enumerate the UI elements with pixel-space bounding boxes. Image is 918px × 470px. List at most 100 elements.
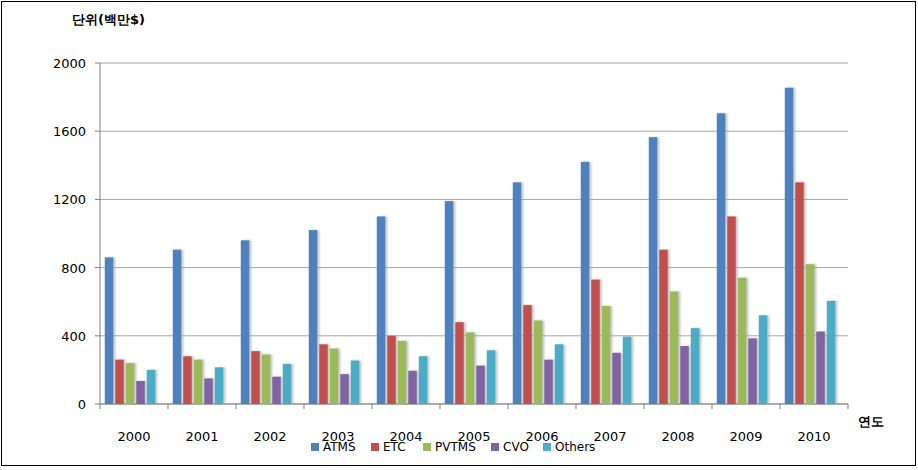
bar [602,306,611,404]
bar [544,360,553,404]
outer-frame [2,2,916,466]
y-tick-label: 400 [61,329,86,344]
legend-swatch [371,443,379,451]
bar [147,370,156,404]
y-tick [95,63,100,64]
x-tick [168,404,169,409]
chart-root: 0400800120016002000200020012002200320042… [0,0,918,470]
legend-label: ATMS [323,440,356,454]
grid-line [100,131,848,132]
bar [194,360,203,404]
legend-swatch [311,443,319,451]
bar [759,315,768,404]
bar [183,356,192,404]
bar [581,162,590,404]
x-tick [372,404,373,409]
y-tick [95,199,100,200]
bar [262,355,271,404]
bar [487,350,496,404]
bar [319,344,328,404]
bar [649,137,658,404]
bar [309,230,318,404]
y-tick-label: 2000 [53,56,86,71]
bar [659,250,668,404]
legend-label: Others [555,440,595,454]
x-tick [780,404,781,409]
bar [398,341,407,404]
y-tick-label: 0 [78,397,86,412]
bar [670,291,679,404]
bar [806,264,815,404]
x-tick-label: 2002 [253,429,286,444]
bar [241,240,250,404]
x-tick-label: 2000 [117,429,150,444]
bar [717,113,726,404]
x-tick-label: 2010 [797,429,830,444]
bar [455,322,464,404]
bar [136,381,145,404]
bar [419,356,428,404]
x-tick [440,404,441,409]
grid-line [100,63,848,64]
legend-swatch [423,443,431,451]
bars [105,88,836,404]
bar [251,351,260,404]
bar [476,366,485,404]
bar [591,280,600,404]
bar [680,346,689,404]
x-tick-label: 2001 [185,429,218,444]
legend-label: CVO [503,440,529,454]
legend-label: PVTMS [435,440,476,454]
bar [204,378,213,404]
y-tick-label: 1200 [53,192,86,207]
y-axis-label: 단위(백만$) [72,12,145,27]
bar [534,320,543,404]
y-tick [95,267,100,268]
x-tick [576,404,577,409]
legend-swatch [543,443,551,451]
x-axis-label: 연도 [858,414,884,429]
x-tick [236,404,237,409]
x-tick-label: 2007 [593,429,626,444]
bar [513,182,522,404]
bar [827,301,836,404]
bar [466,332,475,404]
x-tick [508,404,509,409]
bar [408,371,417,404]
bar [445,201,454,404]
x-tick [848,404,849,409]
bar [105,257,114,404]
bar [377,216,386,404]
bar [555,344,564,404]
grid-line [100,267,848,268]
y-tick-label: 800 [61,261,86,276]
bar [272,377,281,404]
bar [173,250,182,404]
bar [623,337,632,404]
bar [340,374,349,404]
legend-swatch [491,443,499,451]
bar [215,367,224,404]
bar [691,328,700,404]
chart-svg: 0400800120016002000200020012002200320042… [0,0,918,470]
bar [351,361,360,404]
y-tick-label: 1600 [53,124,86,139]
x-tick [100,404,101,409]
bar [387,336,396,404]
x-tick-label: 2009 [729,429,762,444]
bar [795,182,804,404]
bar [283,364,292,404]
y-tick [95,404,100,405]
y-tick [95,335,100,336]
legend-label: ETC [383,440,406,454]
x-tick-label: 2008 [661,429,694,444]
x-tick [712,404,713,409]
bar [126,363,135,404]
grid-line [100,199,848,200]
bar [612,353,621,404]
bar [738,278,747,404]
y-axis [100,63,101,404]
x-tick [644,404,645,409]
x-tick [304,404,305,409]
bar [523,305,532,404]
